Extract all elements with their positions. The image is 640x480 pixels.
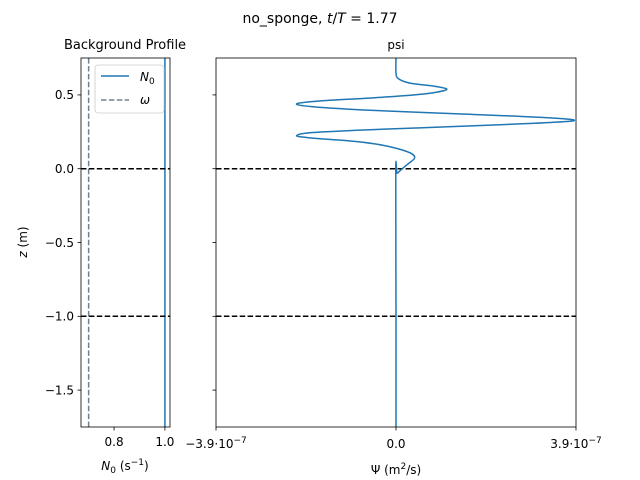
legend: N0 ω xyxy=(94,64,165,114)
left-y-tick-label: −1.5 xyxy=(45,383,74,397)
right-x-tick-label: −3.9·10−7 xyxy=(185,436,247,451)
left-plot-area xyxy=(81,58,170,427)
left-y-axis-label: z (m) xyxy=(16,226,30,258)
left-y-ticks: 0.5 0.0 −0.5 −1.0 −1.5 xyxy=(45,88,81,397)
right-panel-title: psi xyxy=(387,38,404,52)
left-y-tick-label: −1.0 xyxy=(45,310,74,324)
right-x-ticks: −3.9·10−7 0.0 3.9·10−7 xyxy=(185,427,602,451)
right-plot-area xyxy=(216,57,576,428)
right-x-axis-label: Ψ (m2/s) xyxy=(371,462,421,477)
left-x-tick-label: 1.0 xyxy=(155,435,174,449)
figure-suptitle: no_sponge, t/T = 1.77 xyxy=(242,11,397,27)
legend-omega-label: ω xyxy=(140,93,150,107)
left-y-tick-label: −0.5 xyxy=(45,236,74,250)
psi-series-line xyxy=(295,57,576,428)
left-y-tick-label: 0.0 xyxy=(55,162,74,176)
left-panel-title: Background Profile xyxy=(64,38,186,53)
background-profile-panel: Background Profile 0.5 0.0 −0.5 −1.0 −1.5 0.… xyxy=(16,38,186,476)
psi-panel: psi −3.9·10−7 0.0 3.9·10−7 Ψ (m2/s) xyxy=(185,38,601,477)
legend-box xyxy=(94,64,165,114)
right-x-tick-label: 3.9·10−7 xyxy=(550,436,601,451)
left-x-ticks: 0.8 1.0 xyxy=(105,427,174,449)
legend-n0-label: N0 xyxy=(140,70,155,87)
left-x-axis-label: N0 (s−1) xyxy=(101,458,148,476)
right-y-ticks xyxy=(212,94,216,391)
left-y-tick-label: 0.5 xyxy=(55,88,74,102)
left-x-tick-label: 0.8 xyxy=(105,435,124,449)
right-x-tick-label: 0.0 xyxy=(386,437,405,451)
